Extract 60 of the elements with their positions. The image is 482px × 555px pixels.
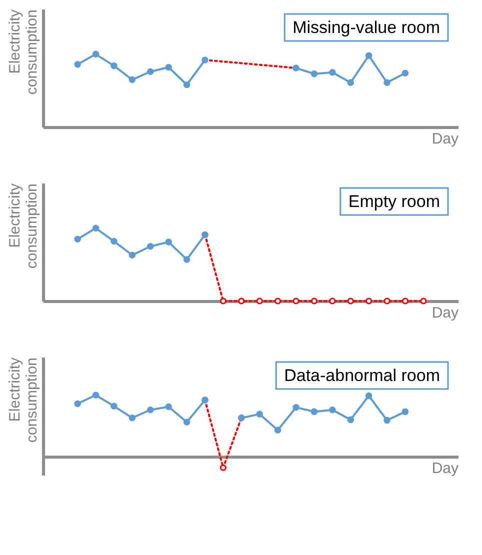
point	[292, 404, 300, 411]
chart-title: Data-abnormal room	[284, 366, 440, 385]
point	[402, 298, 409, 304]
point	[165, 238, 172, 246]
point	[256, 410, 263, 418]
point	[420, 298, 427, 304]
point	[366, 298, 372, 304]
point	[74, 60, 81, 68]
point	[92, 224, 100, 232]
point	[183, 256, 190, 263]
point	[384, 416, 390, 424]
point	[347, 416, 354, 424]
point	[128, 252, 136, 258]
point	[365, 52, 372, 59]
point	[147, 406, 154, 414]
point	[165, 64, 172, 71]
point	[128, 76, 136, 84]
point	[220, 298, 226, 304]
chart-title: Empty room	[348, 192, 440, 211]
point	[128, 414, 136, 422]
y-axis-title: Electricity consumption	[6, 357, 40, 443]
point	[110, 402, 118, 410]
chart-title: Missing-value room	[292, 18, 440, 37]
point	[274, 426, 282, 434]
point	[310, 298, 318, 304]
point	[384, 79, 390, 86]
point	[402, 70, 409, 76]
point	[147, 68, 154, 76]
point	[110, 62, 118, 70]
point	[202, 56, 208, 64]
point	[147, 242, 154, 250]
point	[183, 418, 190, 426]
point	[329, 298, 336, 304]
point	[292, 298, 300, 304]
y-axis-title: Electricity consumption	[6, 183, 40, 269]
y-axis-title: Electricity consumption	[6, 9, 40, 95]
x-axis-title: Day	[432, 130, 459, 148]
point	[110, 238, 118, 245]
x-axis-title: Day	[432, 460, 459, 478]
point	[274, 298, 282, 304]
point	[310, 70, 318, 78]
point	[183, 81, 190, 88]
point	[347, 298, 354, 304]
point	[365, 392, 372, 400]
point	[165, 403, 172, 410]
point	[256, 298, 263, 304]
point	[310, 408, 318, 416]
x-axis-title: Day	[432, 304, 459, 322]
point	[384, 298, 390, 304]
point	[292, 64, 300, 72]
point	[347, 79, 354, 86]
point	[220, 464, 226, 471]
point	[402, 408, 409, 416]
point	[329, 406, 336, 414]
point	[329, 68, 336, 76]
point	[74, 236, 81, 242]
point	[92, 50, 100, 58]
point	[92, 392, 100, 398]
point	[74, 400, 81, 408]
point	[238, 298, 245, 304]
